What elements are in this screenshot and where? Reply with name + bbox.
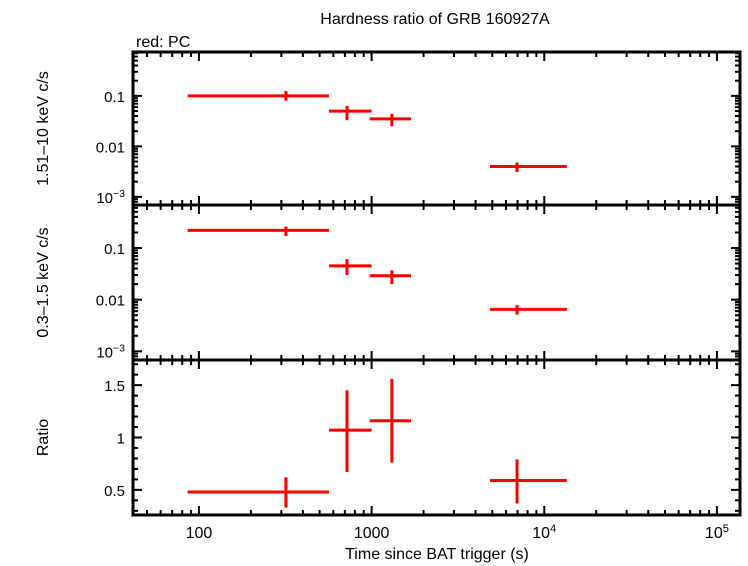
data-point — [490, 459, 567, 504]
data-point — [490, 162, 567, 173]
chart-title: Hardness ratio of GRB 160927A — [320, 11, 550, 28]
data-point — [328, 390, 372, 473]
y-tick-label: 0.01 — [96, 293, 125, 310]
y-tick-label: 0.5 — [104, 483, 125, 500]
data-point — [369, 270, 411, 285]
y-axis-label-2: 0.3–1.5 keV c/s — [35, 227, 52, 337]
data-point — [369, 113, 411, 127]
y-tick-label: 0.1 — [104, 241, 125, 258]
y-tick-label: 10−3 — [96, 342, 125, 361]
data-point — [328, 259, 372, 276]
data-point — [369, 378, 411, 463]
x-tick-label: 105 — [705, 523, 729, 542]
data-point — [187, 477, 329, 508]
y-tick-label: 1 — [117, 431, 125, 448]
y-tick-label: 10−3 — [96, 188, 125, 207]
data-point — [187, 90, 329, 101]
data-point — [490, 304, 567, 315]
panel-frame-2 — [131, 203, 742, 362]
panel-frame-1 — [131, 50, 742, 207]
y-axis-label-3: Ratio — [35, 419, 52, 456]
y-tick-label: 1.5 — [104, 378, 125, 395]
x-tick-label: 1000 — [354, 525, 390, 542]
legend-note: red: PC — [136, 34, 190, 51]
data-point — [187, 226, 329, 237]
x-tick-label: 104 — [532, 523, 556, 542]
x-axis-label: Time since BAT trigger (s) — [345, 546, 529, 563]
y-tick-label: 0.01 — [96, 139, 125, 156]
data-point — [328, 106, 372, 121]
x-tick-label: 100 — [186, 525, 213, 542]
y-tick-label: 0.1 — [104, 89, 125, 106]
y-axis-label-1: 1.51–10 keV c/s — [35, 71, 52, 186]
